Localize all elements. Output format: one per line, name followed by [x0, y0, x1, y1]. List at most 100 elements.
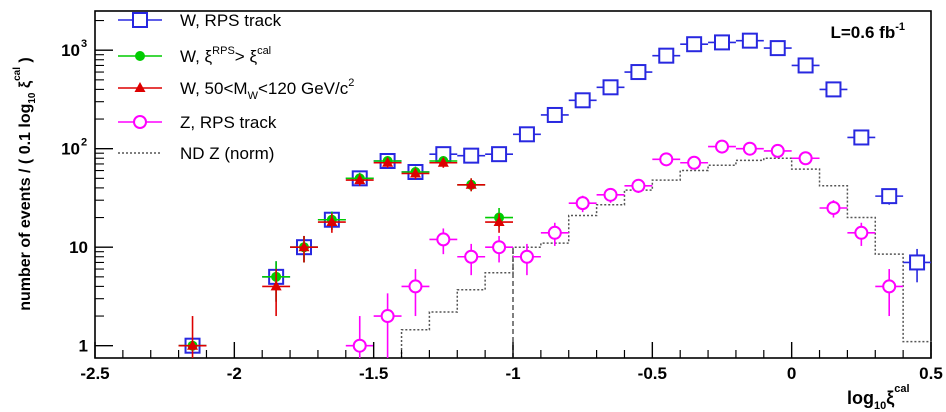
open-square-point-8: [463, 147, 480, 164]
legend-label-2: W, 50<MW<120 GeV/c2: [180, 77, 354, 102]
x-axis-label-sup: cal: [894, 383, 909, 395]
legend-label-1: W, ξRPS> ξcal: [180, 45, 271, 66]
open-square-point-12: [574, 92, 591, 109]
open-square-point-9: [491, 146, 508, 163]
x-tick-label-4: -0.5: [638, 364, 667, 383]
filled-triangle-point-0: [187, 339, 199, 350]
open-square-point-17: [714, 34, 730, 51]
y-tick-label-1: 10: [69, 238, 88, 257]
legend-label-part: RPS: [212, 45, 235, 57]
open-circle-point-8: [575, 196, 590, 211]
open-square-point-14: [630, 64, 647, 81]
open-square-point-11: [546, 106, 563, 123]
open-circle-point-5: [492, 240, 507, 255]
open-circle-point-11: [659, 152, 674, 167]
legend-entry-4: ND Z (norm): [118, 144, 274, 163]
open-circle-point-4: [464, 249, 479, 264]
filled-triangle-point-3: [326, 216, 338, 227]
legend-entry-2: W, 50<MW<120 GeV/c2: [118, 77, 354, 102]
open-circle-point-2: [408, 279, 423, 294]
open-circle-point-6: [519, 249, 534, 264]
open-circle-point-0: [352, 338, 367, 353]
open-square-point-21: [825, 81, 842, 98]
open-circle-point-10: [631, 178, 646, 193]
x-tick-label-5: 0: [787, 364, 796, 383]
lumi-annotation-sup: -1: [895, 21, 905, 33]
open-square-point-13: [602, 79, 619, 96]
legend-label-part: W: [248, 90, 259, 102]
legend-label-part: Z, RPS track: [180, 113, 277, 132]
open-square-point-19: [769, 40, 786, 57]
x-axis-label: log10ξcal: [847, 383, 910, 412]
filled-triangle-point-8: [465, 178, 477, 189]
legend-label-part: cal: [257, 45, 271, 57]
legend-label-part: ND Z (norm): [180, 144, 274, 163]
y-tick-label-0: 1: [79, 337, 88, 356]
histogram-layer: [400, 157, 932, 358]
y-axis-label-close: ): [17, 57, 34, 67]
y-axis-label-main: number of events / ( 0.1 log: [17, 104, 34, 311]
open-square-point-15: [658, 47, 675, 64]
open-circle-point-12: [687, 155, 702, 170]
y-tick-exponent-2: 2: [81, 137, 87, 149]
open-circle-point-19: [882, 279, 897, 294]
legend-label-part: W, ξ: [180, 47, 213, 66]
filled-triangle-point-5: [382, 156, 394, 167]
filled-triangle-point-7: [437, 156, 449, 167]
open-square-point-23: [881, 188, 898, 205]
legend-label-part: <120 GeV/c: [258, 79, 349, 98]
legend-label-part: 2: [348, 77, 354, 89]
y-tick-label-3: 10: [61, 41, 80, 60]
filled-triangle-point-4: [354, 174, 366, 185]
legend-label-part: W, RPS track: [180, 11, 282, 30]
filled-triangle-point-6: [409, 167, 421, 178]
open-circle-point-7: [547, 225, 562, 240]
open-circle-point-17: [826, 200, 841, 215]
open-circle-point-14: [742, 141, 757, 156]
x-axis-label-xi: ξ: [886, 388, 894, 409]
y-axis-label-sup: cal: [12, 67, 23, 81]
legend: W, RPS track W, ξRPS> ξcal W, 50<MW<120 Ge…: [118, 11, 354, 163]
legend-swatch-1: [135, 51, 145, 61]
open-square-point-20: [797, 57, 814, 74]
y-axis-label-xi: ξ: [17, 80, 34, 92]
y-tick-label-2: 10: [61, 140, 80, 159]
legend-swatch-3: [133, 115, 147, 129]
legend-label-0: W, RPS track: [180, 11, 282, 30]
open-circle-point-16: [798, 151, 813, 166]
x-axis-label-log: log: [847, 388, 874, 408]
open-square-point-24: [909, 254, 926, 271]
series-layer: [178, 32, 931, 358]
legend-swatch-0: [132, 12, 148, 28]
open-circle-point-15: [770, 143, 785, 158]
open-square-point-16: [686, 36, 703, 53]
y-tick-exponent-3: 3: [81, 38, 87, 50]
x-tick-label-3: -1: [505, 364, 520, 383]
open-circle-point-13: [715, 139, 729, 154]
legend-entry-1: W, ξRPS> ξcal: [118, 45, 271, 66]
filled-triangle-point-1: [270, 280, 282, 291]
y-axis-label: number of events / ( 0.1 log10 ξcal ): [12, 57, 38, 311]
x-tick-label-1: -2: [227, 364, 242, 383]
nd-z-histogram: [400, 157, 932, 358]
x-axis-label-sub: 10: [874, 400, 886, 412]
legend-label-part: W, 50<M: [180, 79, 248, 98]
x-tick-label-2: -1.5: [359, 364, 388, 383]
open-circle-point-3: [436, 232, 451, 247]
open-circle-point-1: [380, 309, 395, 324]
legend-label-4: ND Z (norm): [180, 144, 274, 163]
lumi-annotation-text: L=0.6 fb: [831, 23, 896, 42]
x-tick-label-0: -2.5: [80, 364, 109, 383]
legend-label-part: > ξ: [235, 47, 258, 66]
legend-swatch-2: [134, 82, 146, 92]
filled-triangle-point-9: [493, 216, 505, 227]
open-square-point-18: [741, 32, 758, 49]
open-circle-point-18: [854, 225, 869, 240]
open-circle-point-9: [603, 187, 618, 202]
open-square-point-10: [518, 126, 535, 143]
lumi-annotation: L=0.6 fb-1: [831, 21, 906, 42]
legend-entry-0: W, RPS track: [118, 11, 282, 30]
legend-entry-3: Z, RPS track: [118, 113, 277, 132]
